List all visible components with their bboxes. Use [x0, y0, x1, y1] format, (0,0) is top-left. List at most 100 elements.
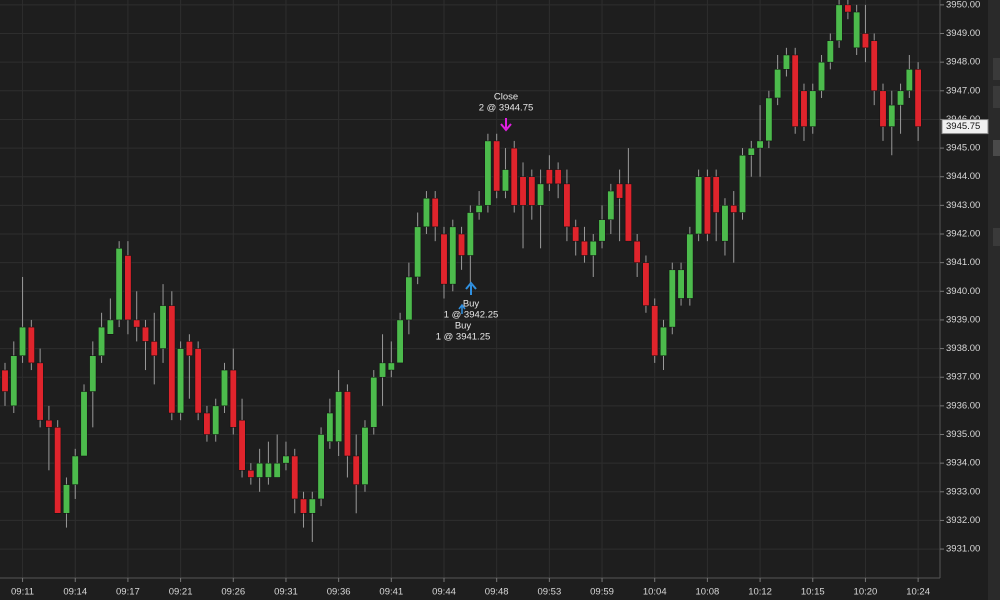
- candle-body: [54, 427, 62, 514]
- y-tick-label: 3950.00: [946, 0, 980, 10]
- x-tick-label: 09:21: [169, 587, 193, 598]
- x-tick-label: 09:17: [116, 587, 140, 598]
- candle-body: [835, 4, 843, 41]
- candle-body: [168, 305, 176, 414]
- candle-body: [510, 147, 518, 206]
- candle-body: [89, 355, 97, 392]
- candle-body: [326, 412, 334, 442]
- candle-body: [502, 169, 509, 192]
- candle-body: [291, 455, 299, 500]
- candle-body: [695, 176, 703, 235]
- candle-body: [256, 462, 264, 478]
- candle-body: [10, 355, 18, 407]
- candle-body: [747, 147, 755, 156]
- candle-body: [545, 169, 553, 185]
- y-tick-label: 3945.00: [946, 143, 980, 154]
- candle-body: [765, 97, 773, 142]
- y-tick-label: 3931.00: [946, 544, 980, 555]
- x-tick-label: 09:31: [274, 587, 298, 598]
- candle-body: [914, 69, 922, 127]
- x-tick-label: 10:08: [696, 587, 720, 598]
- x-tick-label: 09:48: [485, 587, 509, 598]
- candle-body: [124, 255, 132, 321]
- candle-body: [80, 391, 88, 457]
- annotation-detail: 1 @ 3942.25: [444, 310, 499, 321]
- buy-arrow: [458, 303, 466, 314]
- candle-body: [598, 219, 606, 242]
- candle-body: [352, 455, 360, 485]
- y-tick-label: 3939.00: [946, 314, 980, 325]
- candle-body: [106, 319, 114, 335]
- candle-body: [63, 484, 70, 514]
- side-panel-box: [993, 86, 1000, 108]
- candle-body: [115, 248, 123, 321]
- annotation-detail: 1 @ 3941.25: [436, 332, 491, 343]
- candle-body: [721, 205, 729, 242]
- candle-body: [677, 269, 685, 299]
- y-tick-label: 3949.00: [946, 28, 980, 39]
- candle-body: [879, 90, 887, 127]
- candle-body: [19, 326, 27, 356]
- candle-body: [686, 233, 694, 299]
- candle-body: [581, 240, 588, 256]
- y-tick-label: 3941.00: [946, 257, 980, 268]
- y-tick-label: 3935.00: [946, 429, 980, 440]
- y-tick-label: 3938.00: [946, 343, 980, 354]
- x-tick-label: 09:11: [11, 587, 34, 598]
- candle-body: [818, 61, 825, 92]
- x-tick-label: 09:59: [590, 587, 614, 598]
- candle-body: [809, 90, 817, 127]
- candles: [1, 0, 922, 542]
- y-tick-label: 3944.00: [946, 171, 980, 182]
- candle-body: [861, 33, 869, 49]
- candle-body: [159, 305, 167, 349]
- candle-body: [712, 176, 720, 213]
- y-tick-label: 3942.00: [946, 229, 980, 240]
- candle-body: [282, 455, 290, 464]
- candle-body: [484, 140, 492, 206]
- x-tick-label: 10:04: [643, 587, 667, 598]
- annotation-detail: 2 @ 3944.75: [479, 103, 534, 114]
- candle-body: [756, 140, 764, 149]
- candle-body: [440, 233, 448, 285]
- candle-body: [554, 169, 562, 185]
- candle-body: [774, 69, 782, 99]
- x-tick-label: 09:36: [327, 587, 351, 598]
- candle-body: [335, 391, 343, 442]
- y-tick-label: 3936.00: [946, 400, 980, 411]
- candle-body: [177, 348, 185, 414]
- candle-body: [791, 54, 799, 127]
- candle-body: [651, 305, 659, 356]
- candle-body: [379, 362, 386, 378]
- candle-body: [1, 369, 9, 392]
- candle-body: [370, 376, 378, 428]
- candle-body: [475, 205, 483, 213]
- candle-body: [221, 369, 228, 407]
- x-tick-label: 09:41: [379, 587, 403, 598]
- candle-body: [396, 319, 404, 364]
- x-tick-label: 10:15: [801, 587, 825, 598]
- candle-body: [422, 197, 430, 228]
- x-tick-label: 10:24: [906, 587, 930, 598]
- candle-body: [405, 276, 413, 321]
- buy-arrow: [465, 281, 477, 295]
- candle-body: [308, 498, 316, 514]
- candle-body: [431, 197, 439, 228]
- y-tick-label: 3943.00: [946, 200, 980, 211]
- candle-body: [247, 470, 255, 478]
- candle-body: [150, 341, 158, 356]
- candle-body: [98, 326, 106, 356]
- side-panel-box: [993, 228, 1000, 246]
- candle-body: [273, 462, 281, 478]
- x-tick-label: 09:53: [537, 587, 561, 598]
- candle-body: [212, 405, 220, 435]
- candle-body: [458, 233, 466, 256]
- candle-body: [844, 4, 852, 13]
- trade-markers: [458, 118, 512, 314]
- candle-body: [264, 462, 272, 478]
- candle-body: [633, 240, 641, 263]
- last-price-tag: [941, 119, 989, 135]
- candle-body: [800, 90, 808, 127]
- candle-body: [668, 269, 676, 328]
